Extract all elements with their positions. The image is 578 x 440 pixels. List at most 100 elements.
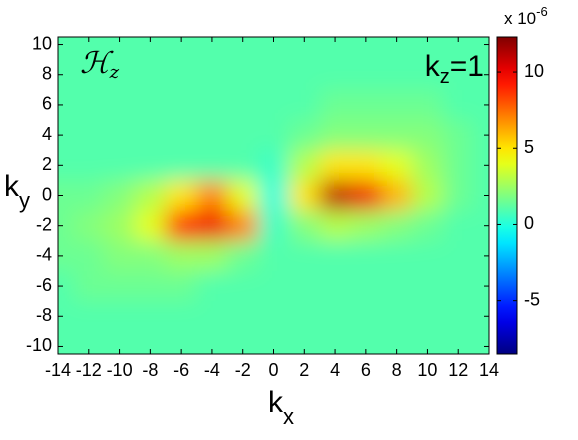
heatmap-cell [473, 331, 489, 354]
colorbar-tick-label: 10 [524, 61, 544, 81]
heatmap-cell [350, 331, 382, 354]
heatmap-cell [412, 89, 444, 121]
multiplier-exponent: -6 [536, 4, 548, 19]
heatmap-cell [350, 150, 382, 181]
multiplier-text: x 10 [504, 9, 536, 28]
heatmap-cell [319, 270, 351, 302]
heatmap-cell [134, 331, 167, 354]
x-tick-label: 6 [361, 360, 371, 380]
x-tick-label: -14 [45, 360, 71, 380]
heatmap-cell [350, 37, 382, 61]
heatmap-cell [196, 120, 228, 151]
heatmap-cell [58, 270, 74, 302]
heatmap-cell [165, 120, 198, 151]
heatmap-cell [196, 240, 228, 272]
heatmap-cell [104, 331, 136, 354]
heatmap-cell [196, 210, 228, 242]
heatmap-cell [58, 89, 74, 121]
x-tick-label: -8 [142, 360, 158, 380]
heatmap-cell [165, 210, 198, 242]
heatmap-cell [104, 150, 136, 181]
heatmap-cell [442, 180, 475, 212]
heatmap-cell [227, 37, 259, 61]
heatmap-cell [319, 180, 351, 212]
heatmap-cell [258, 331, 290, 354]
heatmap-cell [134, 270, 167, 302]
heatmap-cell [104, 37, 136, 61]
heatmap-cell [288, 240, 321, 272]
heatmap-cell [258, 301, 290, 332]
plot-area [58, 37, 489, 354]
heatmap-cell [134, 150, 167, 181]
heatmap-cell [73, 210, 105, 242]
heatmap-cell [104, 180, 136, 212]
heatmap-cell [104, 301, 136, 332]
y-label-text: k [4, 170, 20, 203]
heatmap-cell [381, 270, 413, 302]
heatmap-cell [73, 180, 105, 212]
heatmap-cell [73, 120, 105, 151]
heatmap-cell [258, 240, 290, 272]
heatmap-cell [258, 150, 290, 181]
heatmap-cell [258, 180, 290, 212]
x-tick-label: -6 [173, 360, 189, 380]
heatmap-cell [412, 270, 444, 302]
heatmap-cell [104, 59, 136, 91]
heatmap-cell [350, 180, 382, 212]
heatmap-cell [350, 89, 382, 121]
heatmap-cell [258, 37, 290, 61]
heatmap-cell [258, 270, 290, 302]
heatmap-cell [288, 210, 321, 242]
annotation: kz=1 [425, 50, 484, 88]
heatmap-cell [134, 89, 167, 121]
heatmap-cell [58, 150, 74, 181]
y-tick-label: 10 [32, 33, 52, 53]
heatmap-cell [165, 180, 198, 212]
heatmap-cell [412, 240, 444, 272]
heatmap-cell [412, 37, 444, 61]
heatmap-cell [104, 210, 136, 242]
heatmap-cell [319, 331, 351, 354]
colorbar-tick-label: -5 [524, 289, 540, 309]
heatmap-cell [258, 59, 290, 91]
x-axis-label: kx [268, 386, 294, 429]
heatmap-cell [288, 301, 321, 332]
heatmap-cell [381, 331, 413, 354]
heatmap-cell [350, 59, 382, 91]
heatmap-cell [227, 89, 259, 121]
heatmap-cell [350, 240, 382, 272]
x-tick-label: 4 [330, 360, 340, 380]
heatmap-cell [196, 301, 228, 332]
y-axis-label: ky [4, 170, 30, 213]
heatmap-cell [473, 301, 489, 332]
heatmap-cell [381, 59, 413, 91]
heatmap-cell [227, 150, 259, 181]
x-tick-label: 14 [479, 360, 499, 380]
heatmap-cell [58, 210, 74, 242]
heatmap-cell [442, 37, 475, 61]
heatmap-cell [58, 240, 74, 272]
heatmap-cell [442, 210, 475, 242]
heatmap-cell [58, 59, 74, 91]
heatmap-cell [196, 37, 228, 61]
heatmap-cell [412, 210, 444, 242]
heatmap-cell [227, 240, 259, 272]
heatmap-cell [288, 180, 321, 212]
heatmap-cell [196, 59, 228, 91]
heatmap-cell [381, 240, 413, 272]
heatmap-cell [350, 210, 382, 242]
heatmap-cell [473, 89, 489, 121]
heatmap-cell [227, 120, 259, 151]
y-tick-label: -10 [26, 335, 52, 355]
heatmap-cell [381, 180, 413, 212]
heatmap-cell [412, 59, 444, 91]
heatmap-cell [134, 210, 167, 242]
heatmap-cell [73, 89, 105, 121]
heatmap-cell [73, 59, 105, 91]
heatmap-cell [319, 120, 351, 151]
y-tick-label: -8 [36, 305, 52, 325]
heatmap-cell [288, 331, 321, 354]
heatmap-cell [381, 37, 413, 61]
heatmap-cell [473, 240, 489, 272]
